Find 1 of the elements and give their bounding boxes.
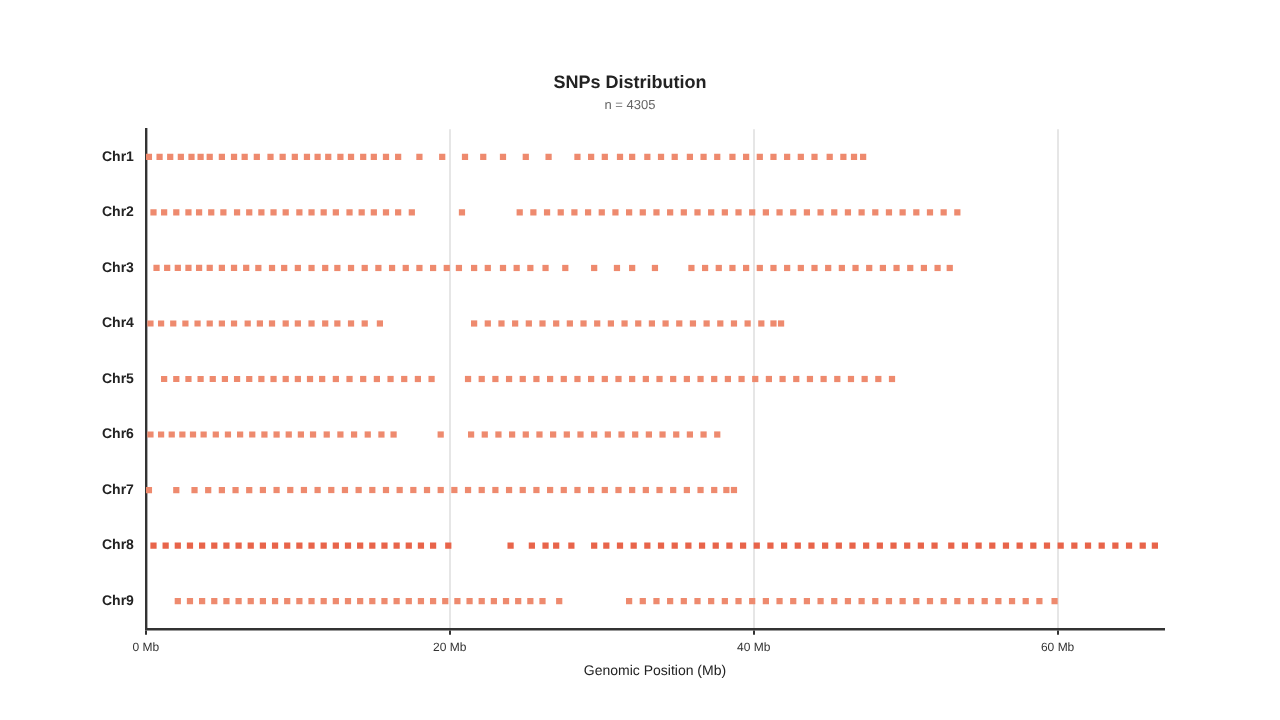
chart-title: SNPs Distribution [553, 71, 707, 92]
